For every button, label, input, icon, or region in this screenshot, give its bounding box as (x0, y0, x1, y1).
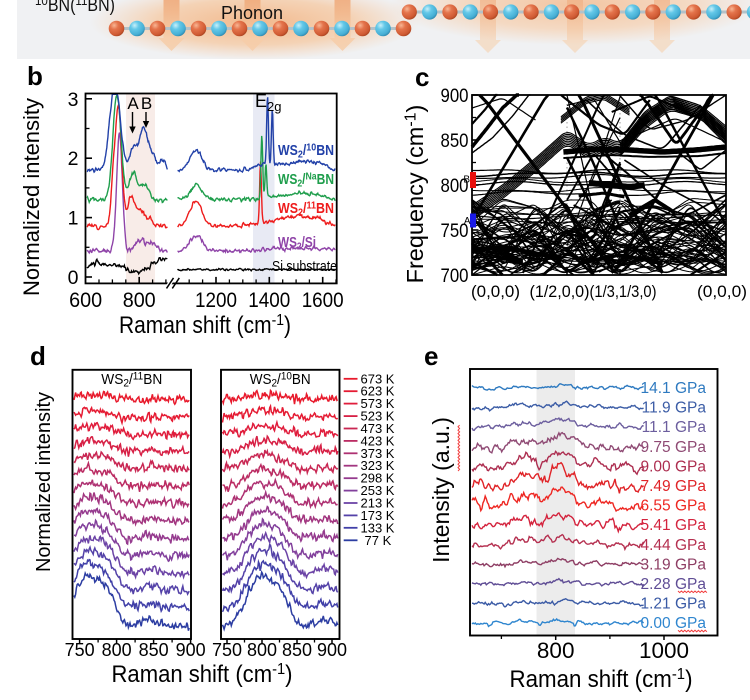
svg-text:11.9 GPa: 11.9 GPa (642, 400, 707, 417)
svg-text:WS2/11BN: WS2/11BN (278, 200, 334, 219)
svg-text:573 K: 573 K (361, 396, 395, 411)
svg-text:Intensity (a.u.): Intensity (a.u.) (428, 417, 454, 563)
svg-text:800: 800 (537, 638, 575, 663)
svg-text:Si substrate: Si substrate (272, 258, 337, 275)
svg-text:800: 800 (441, 176, 469, 197)
svg-text:10BN(11BN): 10BN(11BN) (35, 0, 115, 15)
svg-text:e: e (424, 341, 438, 371)
svg-text:(1/2,0,0): (1/2,0,0) (530, 282, 590, 301)
svg-text:800: 800 (247, 640, 277, 660)
svg-text:(1/3,1/3,0): (1/3,1/3,0) (590, 282, 657, 301)
svg-text:423 K: 423 K (361, 433, 395, 448)
svg-text:900: 900 (317, 640, 347, 660)
svg-text:11.1 GPa: 11.1 GPa (642, 419, 707, 436)
svg-text:1600: 1600 (302, 288, 344, 312)
svg-text:Normalized intensity: Normalized intensity (33, 392, 55, 572)
svg-text:Raman shift (cm-1): Raman shift (cm-1) (510, 666, 693, 693)
svg-text:(0,0,0): (0,0,0) (697, 282, 747, 301)
svg-text:3: 3 (68, 89, 79, 111)
svg-text:Raman shift (cm-1): Raman shift (cm-1) (112, 661, 293, 688)
svg-text:A: A (464, 216, 471, 227)
svg-text:1000: 1000 (639, 638, 689, 663)
svg-text:850: 850 (139, 640, 169, 660)
svg-text:4.44 GPa: 4.44 GPa (641, 537, 707, 554)
svg-text:523 K: 523 K (361, 409, 395, 424)
svg-text:(0,0,0): (0,0,0) (471, 282, 520, 301)
svg-text:213 K: 213 K (361, 496, 395, 511)
svg-text:Frequency (cm-1): Frequency (cm-1) (402, 105, 428, 284)
svg-text:750: 750 (65, 640, 95, 660)
svg-text:673 K: 673 K (361, 371, 395, 386)
svg-text:0: 0 (68, 267, 79, 289)
svg-text:133 K: 133 K (361, 520, 395, 535)
svg-text:750: 750 (212, 640, 242, 660)
svg-text:800: 800 (123, 288, 156, 312)
svg-text:850: 850 (282, 640, 312, 660)
svg-text:b: b (27, 61, 43, 91)
svg-text:623 K: 623 K (361, 384, 395, 399)
svg-text:A: A (127, 94, 139, 113)
svg-text:600: 600 (69, 288, 102, 312)
svg-text:750: 750 (441, 221, 469, 242)
svg-text:0.00 GPa: 0.00 GPa (641, 615, 707, 632)
svg-text:5.41 GPa: 5.41 GPa (641, 517, 707, 534)
svg-text:298 K: 298 K (361, 471, 395, 486)
svg-text:Normalized intensity: Normalized intensity (19, 98, 44, 296)
svg-text:6.55 GPa: 6.55 GPa (641, 498, 707, 515)
svg-text:1200: 1200 (195, 288, 237, 312)
svg-text:700: 700 (441, 266, 469, 287)
svg-text:253 K: 253 K (361, 483, 395, 498)
svg-text:Phonon: Phonon (221, 3, 283, 23)
svg-text:1.21 GPa: 1.21 GPa (641, 596, 707, 613)
svg-text:B: B (141, 94, 152, 113)
svg-text:3.19 GPa: 3.19 GPa (641, 556, 707, 573)
svg-text:323 K: 323 K (361, 458, 395, 473)
svg-text:1: 1 (68, 208, 79, 230)
svg-text:WS2/Si: WS2/Si (278, 235, 316, 253)
svg-text:d: d (30, 341, 46, 371)
svg-text:900: 900 (176, 640, 206, 660)
svg-text:900: 900 (441, 86, 469, 107)
svg-text:373 K: 373 K (361, 446, 395, 461)
svg-text:14.1 GPa: 14.1 GPa (641, 380, 707, 397)
svg-text:B: B (463, 175, 470, 186)
svg-text:WS2/11BN: WS2/11BN (101, 371, 162, 390)
svg-text:2.28 GPa: 2.28 GPa (641, 576, 707, 593)
svg-text:7.49 GPa: 7.49 GPa (641, 478, 707, 495)
svg-text:800: 800 (102, 640, 132, 660)
svg-text:850: 850 (441, 131, 469, 152)
svg-text:9.75 GPa: 9.75 GPa (641, 439, 707, 456)
svg-text:77 K: 77 K (365, 533, 392, 548)
svg-text:9.00 GPa: 9.00 GPa (641, 458, 707, 475)
svg-text:173 K: 173 K (361, 508, 395, 523)
svg-text:1400: 1400 (248, 288, 290, 312)
svg-text:473 K: 473 K (361, 421, 395, 436)
svg-text:c: c (415, 62, 429, 92)
svg-text:WS2/10BN: WS2/10BN (250, 371, 311, 390)
svg-text:Raman shift (cm-1): Raman shift (cm-1) (119, 312, 291, 339)
svg-text:WS2/NaBN: WS2/NaBN (278, 171, 334, 190)
svg-text:WS2/10BN: WS2/10BN (278, 142, 334, 161)
svg-text:2: 2 (68, 148, 79, 170)
